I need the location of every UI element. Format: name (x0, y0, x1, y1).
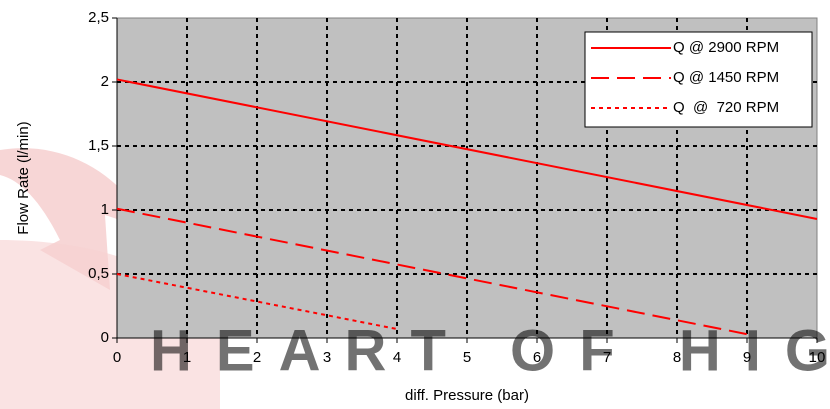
y-tick-label: 1,5 (88, 137, 109, 154)
x-tick-label: 5 (463, 349, 471, 366)
y-tick-label: 1 (101, 201, 109, 218)
x-tick-label: 6 (533, 349, 541, 366)
series-line (116, 78, 818, 220)
x-tick-label: 0 (113, 349, 121, 366)
x-axis-label: diff. Pressure (bar) (405, 387, 529, 404)
legend-label: Q @ 1450 RPM (673, 69, 779, 86)
y-axis-label: Flow Rate (l/min) (15, 121, 32, 234)
y-tick-label: 0 (101, 329, 109, 346)
legend-label: Q @ 720 RPM (673, 99, 779, 116)
x-tick-label: 1 (183, 349, 191, 366)
y-tick-label: 0,5 (88, 265, 109, 282)
y-tick-label: 2 (101, 73, 109, 90)
x-tick-label: 3 (323, 349, 331, 366)
x-tick-label: 9 (743, 349, 751, 366)
y-tick-label: 2,5 (88, 9, 109, 26)
x-tick-label: 8 (673, 349, 681, 366)
watermark-swoosh (0, 148, 150, 290)
legend-label: Q @ 2900 RPM (673, 39, 779, 56)
series-line (116, 207, 748, 336)
x-tick-label: 10 (809, 349, 826, 366)
x-tick-label: 7 (603, 349, 611, 366)
x-tick-label: 4 (393, 349, 401, 366)
x-tick-label: 2 (253, 349, 261, 366)
